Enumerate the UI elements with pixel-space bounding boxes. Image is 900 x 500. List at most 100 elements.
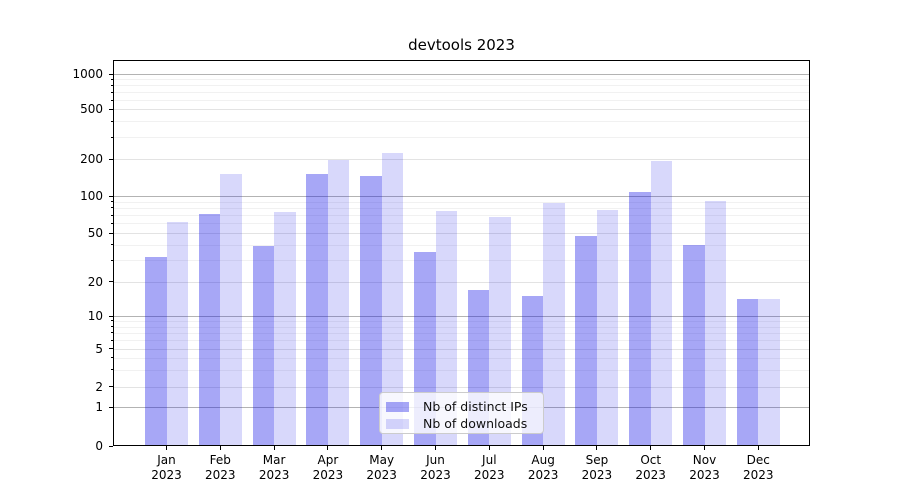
x-tick-label: May 2023 [354,453,410,483]
y-tick-label: 10 [87,309,103,323]
x-tick-mark [704,446,705,450]
x-tick-year: 2023 [312,468,344,482]
x-tick-month: Sep [585,453,609,467]
x-tick-year: 2023 [689,468,720,482]
y-tick-label: 1 [95,400,103,415]
bar-distinct-ips-sep [575,236,597,446]
major-gridline [113,74,810,75]
x-tick-mark [596,446,598,450]
x-tick-year: 2023 [205,468,236,482]
x-tick-month: Jan [157,453,176,467]
x-tick-year: 2023 [635,468,666,482]
x-tick-mark [219,446,221,450]
y-minor-tick-mark [111,84,113,86]
minor-gridline [113,121,810,123]
legend-entry-distinct-ips: Nb of distinct IPs [386,398,535,415]
y-tick-mark [109,445,113,447]
x-tick-year: 2023 [743,468,774,482]
legend: Nb of distinct IPs Nb of downloads [379,392,544,434]
bar-downloads-dec [758,299,780,446]
y-tick-label: 50 [87,226,103,240]
major-gridline [113,159,810,160]
x-tick-year: 2023 [366,468,397,482]
legend-swatch-distinct-ips [386,401,409,412]
x-tick-label: Oct 2023 [623,453,679,483]
y-tick-mark [109,158,113,160]
major-gridline [113,196,810,197]
y-minor-tick-mark [111,207,113,209]
bar-downloads-apr [327,160,350,446]
minor-gridline [113,79,810,81]
x-tick-month: Aug [531,453,555,467]
bar-distinct-ips-oct [629,191,651,446]
x-tick-label: Mar 2023 [246,453,302,483]
legend-entry-downloads: Nb of downloads [386,415,535,432]
y-tick-mark [109,73,113,75]
minor-gridline [113,357,810,359]
y-tick-mark [109,108,113,110]
y-tick-label: 2 [95,379,103,394]
y-minor-tick-mark [111,136,113,138]
x-tick-year: 2023 [527,468,559,482]
y-tick-label: 0 [95,439,103,453]
bar-downloads-feb [220,173,242,446]
y-minor-tick-mark [111,357,113,359]
y-tick-label: 500 [80,102,103,117]
bar-distinct-ips-nov [683,244,705,446]
minor-gridline [113,332,810,334]
bar-downloads-aug [543,202,565,446]
y-tick-mark [109,406,113,408]
minor-gridline [113,244,810,246]
legend-label-downloads: Nb of downloads [423,416,528,431]
y-tick-mark [109,195,113,197]
minor-gridline [113,201,810,203]
bar-downloads-jun [435,210,457,446]
x-tick-month: Oct [640,453,662,467]
major-gridline [113,281,810,283]
minor-gridline [113,92,810,94]
bar-downloads-jul [489,217,511,446]
y-tick-mark [109,348,113,350]
major-gridline [113,316,810,317]
major-gridline [113,109,810,111]
legend-swatch-downloads [386,418,409,429]
y-tick-mark [109,386,113,388]
chart-title: devtools 2023 [408,36,515,54]
x-tick-month: Jul [482,453,497,467]
bar-downloads-may [381,152,404,446]
x-tick-label: Aug 2023 [515,453,571,483]
x-tick-year: 2023 [474,468,505,482]
bar-distinct-ips-jan [145,256,167,446]
minor-gridline [113,100,810,101]
x-tick-mark [327,446,329,450]
y-tick-mark [109,315,113,317]
bar-downloads-nov [704,201,726,446]
x-tick-label: Jul 2023 [461,453,517,483]
x-tick-month: Mar [262,453,286,467]
y-minor-tick-mark [111,201,113,203]
y-minor-tick-mark [111,78,113,80]
x-tick-month: Dec [746,453,770,467]
x-tick-label: Nov 2023 [677,453,733,483]
x-tick-label: Feb 2023 [192,453,248,483]
y-minor-tick-mark [111,369,113,371]
y-minor-tick-mark [111,326,113,328]
x-tick-year: 2023 [420,468,451,482]
y-minor-tick-mark [111,99,113,101]
y-tick-mark [109,232,113,234]
x-tick-year: 2023 [581,468,613,482]
bar-distinct-ips-apr [306,174,328,446]
x-tick-label: Jan 2023 [139,453,195,483]
x-tick-month: Apr [317,453,339,467]
bar-downloads-sep [596,209,619,446]
bar-downloads-jan [166,221,188,446]
bar-distinct-ips-mar [252,246,275,446]
x-tick-label: Apr 2023 [300,453,356,483]
y-minor-tick-mark [111,339,113,341]
x-tick-mark [757,446,759,450]
minor-gridline [113,326,810,328]
minor-gridline [113,137,810,138]
x-tick-mark [166,446,167,450]
y-minor-tick-mark [111,120,113,122]
